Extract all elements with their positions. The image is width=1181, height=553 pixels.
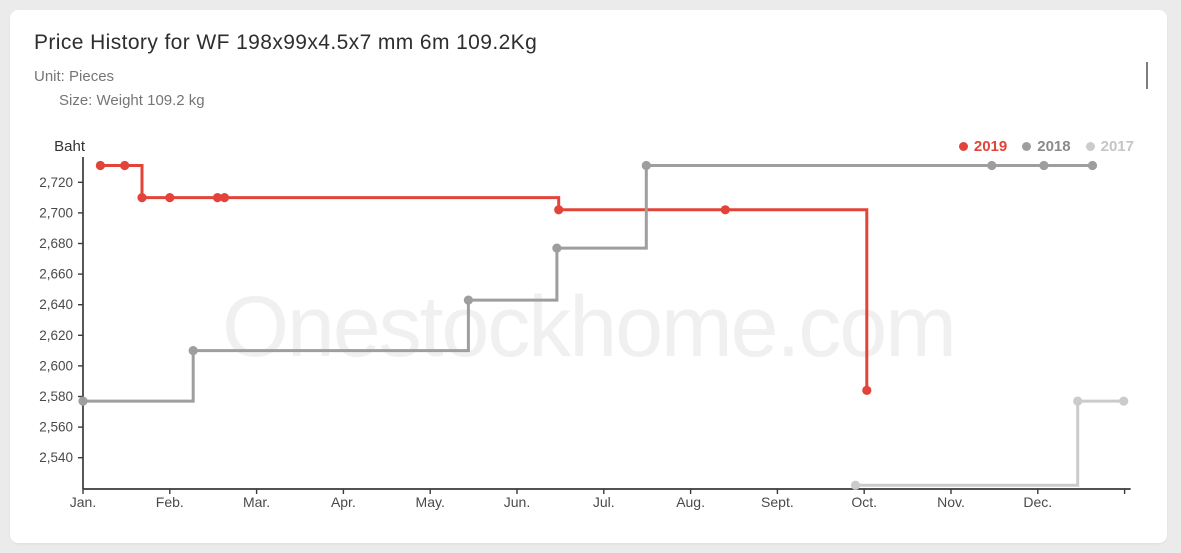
data-point-2018[interactable] [463, 295, 473, 305]
data-point-2019[interactable] [720, 205, 730, 215]
data-point-2019[interactable] [212, 193, 223, 203]
legend-dot-2018-icon [1022, 142, 1032, 151]
data-point-2018[interactable] [78, 396, 88, 406]
y-tick-label: 2,620 [39, 328, 73, 343]
legend-label-2017: 2017 [1100, 138, 1134, 155]
x-tick-label: Dec. [1023, 494, 1052, 510]
series-line-2018 [83, 164, 1097, 403]
page-title: Price History for WF 198x99x4.5x7 mm 6m … [34, 31, 538, 54]
legend-item-2019[interactable]: 2019 [958, 138, 1008, 155]
data-point-2018[interactable] [1039, 160, 1049, 171]
data-point-2018[interactable] [1087, 160, 1098, 171]
y-tick-label: 2,560 [39, 420, 73, 435]
legend-dot-2017-icon [1085, 142, 1095, 151]
y-tick-label: 2,660 [39, 267, 73, 282]
data-point-2019[interactable] [219, 193, 230, 203]
data-point-2017[interactable] [1073, 396, 1083, 406]
data-point-2018[interactable] [987, 160, 997, 171]
y-tick-label: 2,720 [39, 175, 73, 190]
y-tick-label: 2,700 [39, 205, 73, 220]
chart-legend: 2019 2018 2017 [958, 138, 1134, 155]
x-tick-label: Jan. [70, 494, 96, 510]
series-line-2019 [100, 164, 869, 391]
data-point-2019[interactable] [95, 160, 105, 171]
x-tick-label: Feb. [156, 494, 184, 510]
x-tick-label: Jun. [504, 494, 530, 510]
legend-dot-2019-icon [958, 142, 968, 151]
data-point-2018[interactable] [641, 160, 651, 171]
data-point-2017[interactable] [850, 480, 861, 490]
x-tick-label: Sept. [761, 494, 794, 510]
x-tick-label: Nov. [937, 494, 965, 510]
x-tick-label: Jul. [593, 494, 615, 510]
x-tick-label: May. [416, 494, 445, 510]
legend-label-2019: 2019 [973, 138, 1008, 155]
y-tick-label: 2,680 [39, 236, 73, 251]
price-history-chart: Baht 2,540 2,560 2,580 2,600 2,620 2,640 2,660 2… [20, 135, 1160, 530]
data-point-2017[interactable] [1119, 396, 1129, 406]
data-point-2019[interactable] [137, 193, 147, 203]
y-tick-label: 2,640 [39, 297, 73, 312]
price-chart-svg: Baht 2,540 2,560 2,580 2,600 2,620 2,640 2,660 2… [39, 138, 1131, 510]
x-tick-label: Aug. [676, 494, 705, 510]
x-tick-label: Mar. [243, 494, 270, 510]
legend-label-2018: 2018 [1037, 138, 1071, 155]
y-tick-label: 2,540 [39, 450, 73, 465]
data-point-2019[interactable] [165, 193, 175, 203]
y-tick-label: 2,580 [39, 389, 73, 404]
size-label: Size: Weight 109.2 kg [59, 92, 205, 109]
chart-card: Price History for WF 198x99x4.5x7 mm 6m … [10, 10, 1167, 543]
data-point-2019[interactable] [554, 205, 564, 215]
y-axis-title: Baht [54, 138, 86, 155]
data-point-2018[interactable] [552, 243, 562, 253]
y-tick-label: 2,600 [39, 358, 73, 373]
scrollbar-thumb[interactable] [1146, 62, 1148, 89]
x-tick-label: Oct. [851, 494, 877, 510]
data-point-2019[interactable] [120, 160, 130, 171]
x-tick-label: Apr. [331, 494, 356, 510]
legend-item-2018[interactable]: 2018 [1022, 138, 1071, 155]
data-point-2018[interactable] [188, 346, 198, 356]
data-point-2019[interactable] [862, 385, 872, 395]
unit-label: Unit: Pieces [34, 68, 115, 85]
legend-item-2017[interactable]: 2017 [1085, 138, 1134, 155]
series-line-2017 [855, 399, 1124, 487]
